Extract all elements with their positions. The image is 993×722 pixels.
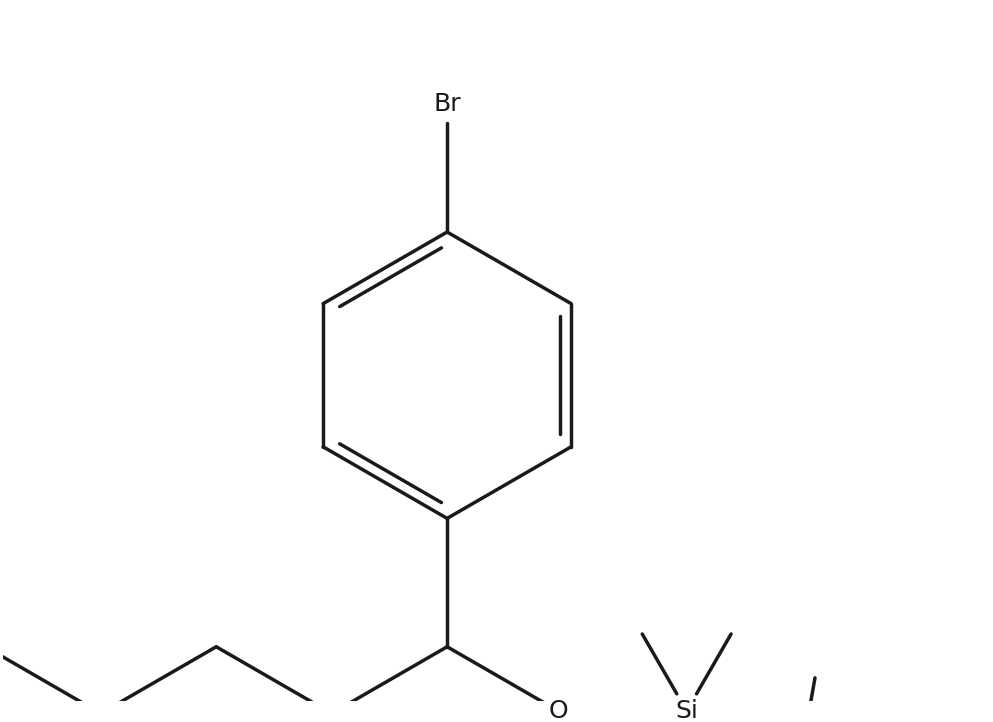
- Text: O: O: [548, 699, 568, 722]
- Text: Br: Br: [433, 92, 461, 116]
- Text: Si: Si: [675, 699, 698, 722]
